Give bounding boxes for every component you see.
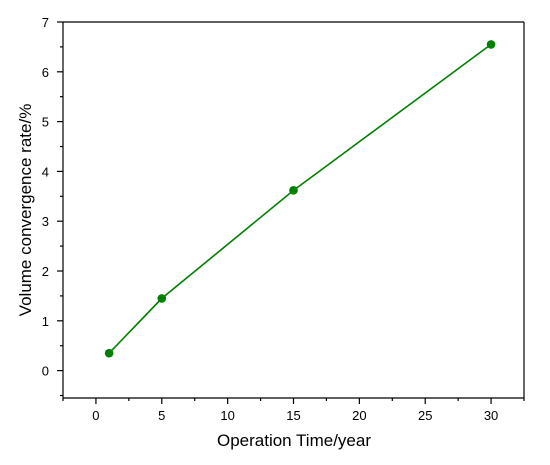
- x-tick-label: 0: [92, 408, 99, 423]
- data-point: [486, 40, 496, 49]
- x-axis-title: Operation Time/year: [217, 431, 371, 450]
- series-group: [104, 40, 496, 358]
- x-tick-label: 30: [484, 408, 498, 423]
- data-point: [289, 186, 298, 195]
- x-tick-label: 10: [220, 408, 234, 423]
- y-tick-label: 4: [42, 164, 49, 179]
- x-tick-label: 5: [158, 408, 165, 423]
- x-axis-ticks: 0 5 10 15 20 25 30: [62, 398, 525, 423]
- plot-frame: [62, 21, 525, 399]
- y-axis-title: Volume convergence rate/%: [16, 104, 35, 317]
- y-tick-label: 3: [42, 214, 49, 229]
- x-tick-label: 15: [286, 408, 300, 423]
- y-tick-label: 2: [42, 264, 49, 279]
- y-tick-label: 6: [42, 65, 49, 80]
- y-axis-ticks: 0 1 2 3 4 5 6 7: [42, 15, 63, 397]
- data-point: [157, 294, 167, 303]
- y-tick-label: 0: [42, 364, 49, 379]
- x-tick-label: 25: [418, 408, 432, 423]
- series-line: [108, 43, 492, 354]
- y-tick-label: 5: [42, 115, 49, 130]
- data-point: [104, 348, 114, 358]
- y-tick-label: 1: [42, 314, 49, 329]
- x-tick-label: 20: [352, 408, 366, 423]
- y-tick-label: 7: [42, 15, 49, 30]
